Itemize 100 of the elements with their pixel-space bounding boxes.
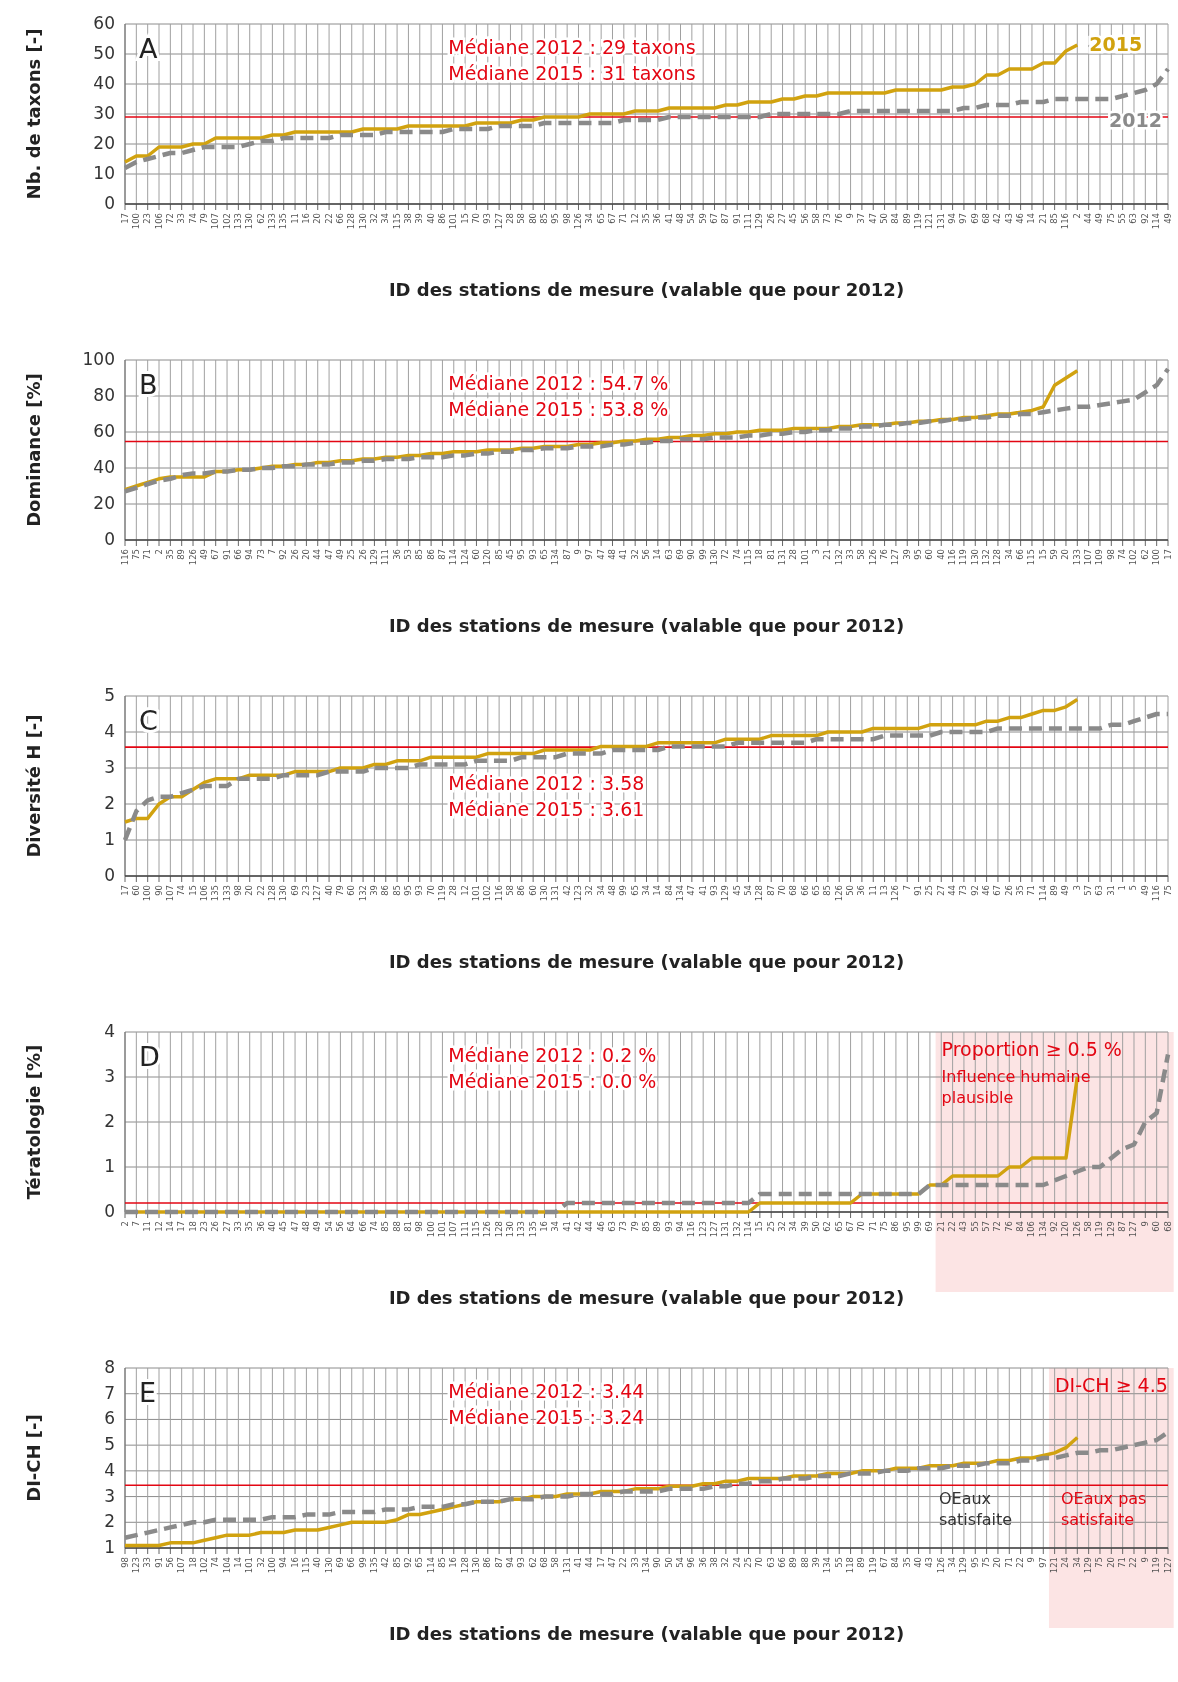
y-axis-title: Tératologie [%] bbox=[23, 1044, 44, 1200]
x-tick-label: 60 bbox=[1151, 1221, 1162, 1232]
x-tick-label: 131 bbox=[777, 549, 788, 566]
x-tick-label: 75 bbox=[1105, 213, 1116, 224]
x-tick-label: 25 bbox=[743, 1557, 754, 1568]
x-tick-label: 50 bbox=[845, 885, 856, 896]
x-tick-label: 98 bbox=[119, 1557, 130, 1568]
x-tick-label: 50 bbox=[663, 1557, 674, 1568]
x-tick-label: 67 bbox=[606, 213, 617, 224]
x-tick-label: 60 bbox=[527, 885, 538, 896]
x-tick-label: 114 bbox=[425, 1557, 436, 1574]
x-tick-label: 79 bbox=[198, 213, 209, 224]
x-tick-label: 74 bbox=[731, 549, 742, 560]
y-tick-label: 6 bbox=[104, 1408, 115, 1429]
x-tick-label: 39 bbox=[414, 213, 425, 224]
x-tick-label: 79 bbox=[629, 1221, 640, 1232]
x-tick-label: 34 bbox=[641, 885, 651, 896]
x-tick-label: 116 bbox=[686, 1221, 697, 1238]
x-tick-label: 17 bbox=[119, 213, 130, 224]
x-tick-label: 20 bbox=[312, 213, 323, 224]
x-tick-label: 93 bbox=[414, 885, 425, 896]
y-axis-title: Nb. de taxons [-] bbox=[23, 28, 44, 200]
x-tick-label: 69 bbox=[675, 549, 686, 560]
x-tick-label: 130 bbox=[357, 213, 368, 230]
x-tick-label: 130 bbox=[504, 1221, 515, 1238]
x-tick-label: 49 bbox=[1094, 213, 1105, 224]
x-tick-label: 89 bbox=[901, 213, 912, 224]
x-tick-label: 86 bbox=[425, 549, 436, 560]
x-tick-label: 101 bbox=[244, 1557, 255, 1574]
x-tick-label: 71 bbox=[1117, 1557, 1128, 1568]
x-tick-label: 85 bbox=[1049, 213, 1060, 224]
x-tick-label: 76 bbox=[833, 213, 844, 224]
x-tick-label: 107 bbox=[176, 1557, 187, 1574]
x-tick-label: 88 bbox=[391, 1221, 402, 1232]
x-tick-label: 42 bbox=[561, 885, 572, 896]
x-axis-title: ID des stations de mesure (valable que pour 2012) bbox=[388, 1287, 905, 1308]
x-tick-label: 94 bbox=[278, 1557, 289, 1568]
x-tick-label: 102 bbox=[221, 213, 232, 230]
x-tick-label: 67 bbox=[992, 885, 1003, 896]
x-tick-label: 15 bbox=[459, 213, 470, 224]
x-tick-label: 60 bbox=[130, 885, 141, 896]
x-tick-label: 85 bbox=[391, 885, 402, 896]
x-tick-label: 102 bbox=[482, 885, 493, 902]
x-tick-label: 134 bbox=[641, 1557, 651, 1574]
x-tick-label: 59 bbox=[1049, 549, 1060, 560]
x-tick-label: 127 bbox=[493, 213, 504, 230]
x-tick-label: 115 bbox=[743, 549, 754, 566]
x-tick-label: 42 bbox=[380, 1557, 391, 1568]
x-tick-label: 135 bbox=[278, 213, 289, 230]
x-tick-label: 86 bbox=[516, 885, 527, 896]
x-tick-label: 119 bbox=[958, 549, 969, 566]
x-tick-label: 47 bbox=[867, 213, 878, 224]
x-tick-label: 28 bbox=[504, 213, 515, 224]
x-tick-label: 37 bbox=[856, 213, 867, 224]
x-tick-label: 133 bbox=[266, 213, 277, 230]
x-tick-label: 5 bbox=[1128, 885, 1139, 891]
x-tick-label: 20 bbox=[244, 885, 255, 896]
x-tick-label: 58 bbox=[811, 213, 822, 224]
x-tick-label: 34 bbox=[550, 1221, 561, 1232]
x-tick-label: 24 bbox=[731, 1557, 742, 1568]
x-tick-label: 95 bbox=[402, 885, 413, 896]
x-tick-label: 26 bbox=[357, 549, 368, 560]
x-tick-label: 22 bbox=[1128, 1557, 1139, 1568]
x-tick-label: 69 bbox=[969, 213, 980, 224]
x-tick-label: 11 bbox=[142, 1221, 153, 1232]
x-tick-label: 7 bbox=[266, 549, 277, 555]
x-tick-label: 91 bbox=[221, 549, 232, 560]
x-tick-label: 123 bbox=[130, 1557, 141, 1574]
y-tick-label: 3 bbox=[104, 1485, 115, 1506]
x-tick-label: 56 bbox=[799, 213, 810, 224]
x-tick-label: 34 bbox=[595, 885, 606, 896]
x-tick-label: 114 bbox=[743, 1221, 754, 1238]
x-tick-label: 116 bbox=[1151, 885, 1162, 902]
x-tick-label: 21 bbox=[1037, 213, 1048, 224]
x-tick-label: 44 bbox=[947, 885, 958, 896]
y-tick-label: 1 bbox=[104, 1156, 115, 1176]
x-tick-label: 46 bbox=[981, 885, 992, 896]
x-tick-label: 17 bbox=[176, 1221, 187, 1232]
x-tick-label: 71 bbox=[1003, 1557, 1014, 1568]
x-tick-label: 35 bbox=[164, 549, 175, 560]
x-tick-label: 43 bbox=[958, 1221, 969, 1232]
y-tick-label: 4 bbox=[104, 1459, 115, 1480]
y-tick-label: 10 bbox=[93, 163, 115, 183]
x-tick-label: 132 bbox=[731, 1221, 742, 1238]
x-tick-label: 116 bbox=[493, 885, 504, 902]
x-tick-label: 64 bbox=[346, 1221, 357, 1232]
x-tick-label: 62 bbox=[1139, 549, 1150, 560]
x-tick-label: 128 bbox=[992, 549, 1003, 566]
x-tick-label: 24 bbox=[1060, 1557, 1071, 1568]
x-tick-label: 22 bbox=[255, 885, 266, 896]
x-tick-label: 62 bbox=[822, 1221, 833, 1232]
chart-title: D bbox=[139, 1041, 160, 1072]
x-tick-label: 95 bbox=[901, 1221, 912, 1232]
x-tick-label: 92 bbox=[402, 1557, 413, 1568]
x-tick-label: 91 bbox=[731, 213, 742, 224]
x-tick-label: 39 bbox=[799, 1221, 810, 1232]
x-tick-label: 26 bbox=[289, 549, 300, 560]
x-tick-label: 38 bbox=[709, 1557, 720, 1568]
x-tick-label: 132 bbox=[833, 549, 844, 566]
chart-title: C bbox=[139, 705, 158, 736]
